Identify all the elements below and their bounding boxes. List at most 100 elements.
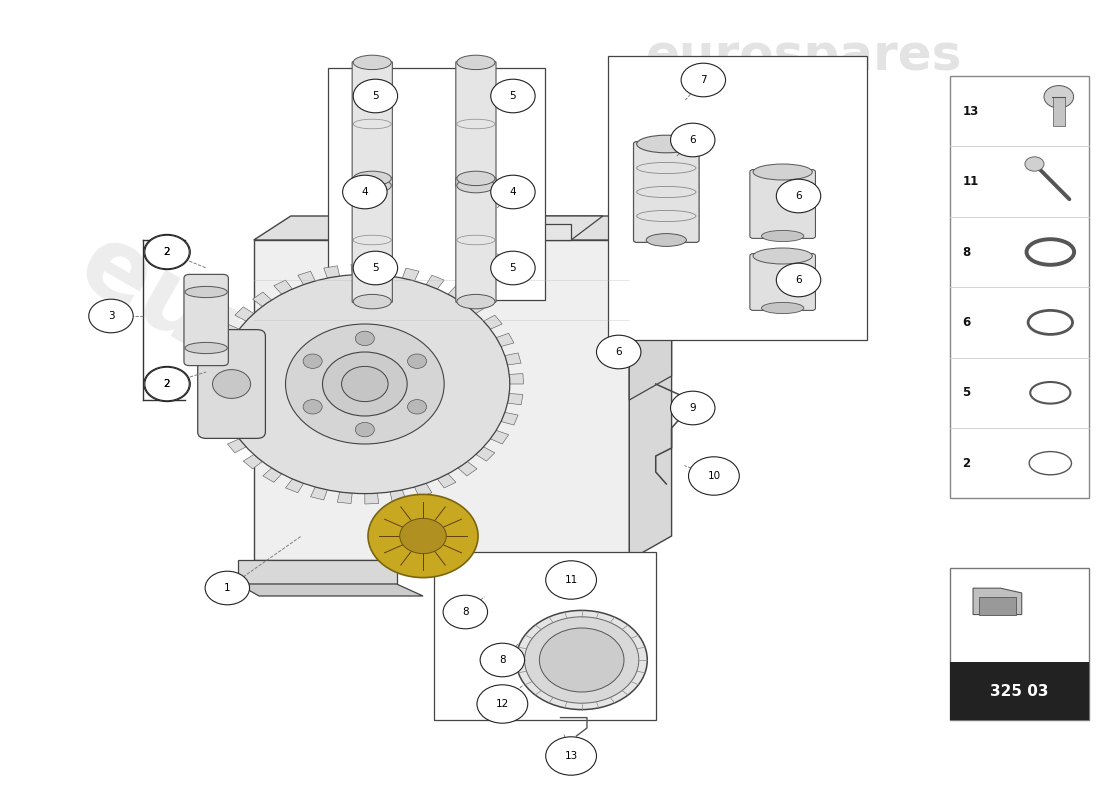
Bar bbox=[949, 662, 1089, 720]
FancyBboxPatch shape bbox=[352, 62, 393, 186]
Circle shape bbox=[355, 331, 374, 346]
Text: 6: 6 bbox=[962, 316, 970, 329]
Polygon shape bbox=[221, 324, 240, 338]
Ellipse shape bbox=[754, 164, 812, 180]
Polygon shape bbox=[377, 265, 393, 276]
Circle shape bbox=[480, 643, 525, 677]
Text: 2: 2 bbox=[164, 379, 170, 389]
Text: 12: 12 bbox=[496, 699, 509, 709]
Circle shape bbox=[546, 561, 596, 599]
Circle shape bbox=[671, 123, 715, 157]
Circle shape bbox=[596, 335, 641, 369]
Polygon shape bbox=[323, 266, 340, 278]
Circle shape bbox=[491, 251, 535, 285]
Circle shape bbox=[220, 274, 509, 494]
Polygon shape bbox=[426, 275, 444, 289]
Polygon shape bbox=[629, 216, 672, 560]
Text: 2: 2 bbox=[164, 379, 170, 389]
Circle shape bbox=[399, 518, 447, 554]
Ellipse shape bbox=[456, 178, 495, 193]
Circle shape bbox=[407, 354, 427, 368]
Text: 13: 13 bbox=[962, 105, 979, 118]
Polygon shape bbox=[253, 292, 272, 306]
Ellipse shape bbox=[353, 178, 392, 193]
Circle shape bbox=[145, 235, 189, 269]
Text: 8: 8 bbox=[499, 655, 506, 665]
Circle shape bbox=[477, 685, 528, 723]
Text: 5: 5 bbox=[372, 263, 378, 273]
Text: 9: 9 bbox=[690, 403, 696, 413]
Polygon shape bbox=[209, 403, 224, 415]
Text: 5: 5 bbox=[372, 91, 378, 101]
Polygon shape bbox=[298, 271, 316, 285]
Polygon shape bbox=[254, 216, 672, 240]
Circle shape bbox=[212, 370, 251, 398]
Text: 4: 4 bbox=[362, 187, 369, 197]
Bar bbox=[949, 76, 1089, 498]
Polygon shape bbox=[390, 490, 406, 502]
Circle shape bbox=[342, 366, 388, 402]
FancyBboxPatch shape bbox=[634, 142, 700, 242]
Circle shape bbox=[671, 391, 715, 425]
Ellipse shape bbox=[353, 55, 392, 70]
Bar bbox=[608, 56, 867, 340]
Bar bbox=[949, 568, 1089, 720]
Text: 2: 2 bbox=[962, 457, 970, 470]
Polygon shape bbox=[216, 422, 233, 434]
Text: 7: 7 bbox=[700, 75, 706, 85]
Polygon shape bbox=[438, 474, 455, 488]
Polygon shape bbox=[211, 343, 229, 356]
Circle shape bbox=[681, 63, 726, 97]
Polygon shape bbox=[629, 320, 672, 400]
Ellipse shape bbox=[353, 294, 392, 309]
Circle shape bbox=[777, 179, 821, 213]
Polygon shape bbox=[476, 447, 495, 461]
Polygon shape bbox=[500, 412, 518, 425]
Circle shape bbox=[304, 354, 322, 368]
Circle shape bbox=[145, 367, 189, 401]
Circle shape bbox=[516, 610, 647, 710]
Ellipse shape bbox=[353, 171, 392, 186]
Circle shape bbox=[89, 299, 133, 333]
Text: 8: 8 bbox=[962, 246, 970, 258]
Ellipse shape bbox=[456, 55, 495, 70]
Bar bbox=[433, 552, 656, 720]
Text: eurospares: eurospares bbox=[646, 32, 962, 80]
Text: 11: 11 bbox=[962, 175, 979, 188]
Circle shape bbox=[144, 366, 190, 402]
Ellipse shape bbox=[646, 234, 686, 246]
Circle shape bbox=[491, 175, 535, 209]
Polygon shape bbox=[360, 224, 571, 240]
Text: 6: 6 bbox=[795, 275, 802, 285]
Polygon shape bbox=[458, 462, 477, 476]
Text: 10: 10 bbox=[707, 471, 721, 481]
Polygon shape bbox=[360, 216, 603, 240]
Text: 6: 6 bbox=[795, 191, 802, 201]
FancyBboxPatch shape bbox=[750, 254, 815, 310]
Polygon shape bbox=[403, 268, 419, 281]
Text: 5: 5 bbox=[509, 263, 516, 273]
Text: 2: 2 bbox=[164, 247, 170, 257]
Polygon shape bbox=[468, 299, 486, 314]
Bar bbox=[328, 68, 544, 300]
Text: 8: 8 bbox=[462, 607, 469, 617]
Polygon shape bbox=[228, 438, 246, 453]
Polygon shape bbox=[238, 584, 424, 596]
Polygon shape bbox=[509, 374, 524, 384]
Circle shape bbox=[205, 571, 250, 605]
Polygon shape bbox=[206, 384, 220, 394]
Text: 1: 1 bbox=[224, 583, 231, 593]
Text: 11: 11 bbox=[564, 575, 578, 585]
Ellipse shape bbox=[761, 302, 804, 314]
Polygon shape bbox=[263, 468, 282, 482]
Circle shape bbox=[491, 79, 535, 113]
Polygon shape bbox=[235, 307, 254, 321]
Circle shape bbox=[777, 263, 821, 297]
Circle shape bbox=[443, 595, 487, 629]
Polygon shape bbox=[365, 493, 378, 504]
Text: 3: 3 bbox=[108, 311, 114, 321]
Polygon shape bbox=[351, 264, 365, 275]
Circle shape bbox=[546, 737, 596, 775]
Ellipse shape bbox=[185, 342, 228, 354]
Text: a passionate parts since 1985: a passionate parts since 1985 bbox=[344, 490, 629, 598]
